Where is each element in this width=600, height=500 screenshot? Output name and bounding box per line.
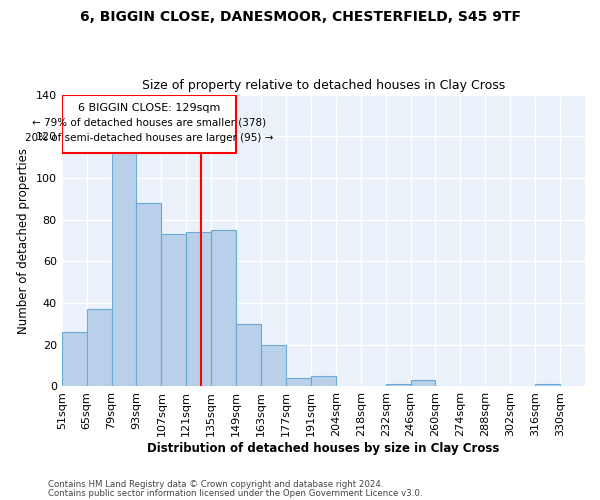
Y-axis label: Number of detached properties: Number of detached properties <box>17 148 30 334</box>
Bar <box>112 140 136 386</box>
Bar <box>62 332 86 386</box>
Bar <box>286 378 311 386</box>
Text: 6 BIGGIN CLOSE: 129sqm: 6 BIGGIN CLOSE: 129sqm <box>78 103 220 113</box>
Bar <box>535 384 560 386</box>
Bar <box>211 230 236 386</box>
Bar <box>410 380 436 386</box>
Text: 6, BIGGIN CLOSE, DANESMOOR, CHESTERFIELD, S45 9TF: 6, BIGGIN CLOSE, DANESMOOR, CHESTERFIELD… <box>79 10 521 24</box>
Title: Size of property relative to detached houses in Clay Cross: Size of property relative to detached ho… <box>142 79 505 92</box>
Bar <box>261 345 286 387</box>
Bar <box>62 94 236 153</box>
Bar <box>86 310 112 386</box>
Text: ← 79% of detached houses are smaller (378): ← 79% of detached houses are smaller (37… <box>32 118 266 128</box>
Bar <box>186 232 211 386</box>
Bar <box>386 384 410 386</box>
Bar <box>136 203 161 386</box>
Text: 20% of semi-detached houses are larger (95) →: 20% of semi-detached houses are larger (… <box>25 134 273 143</box>
Bar <box>236 324 261 386</box>
Text: Contains public sector information licensed under the Open Government Licence v3: Contains public sector information licen… <box>48 488 422 498</box>
Bar <box>311 376 336 386</box>
Bar <box>161 234 186 386</box>
X-axis label: Distribution of detached houses by size in Clay Cross: Distribution of detached houses by size … <box>147 442 500 455</box>
Text: Contains HM Land Registry data © Crown copyright and database right 2024.: Contains HM Land Registry data © Crown c… <box>48 480 383 489</box>
